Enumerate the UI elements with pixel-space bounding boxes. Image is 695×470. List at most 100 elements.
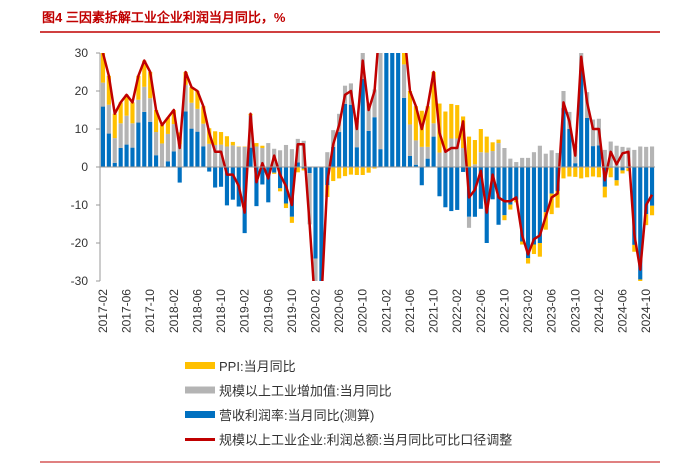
- x-tick-label: 2018-10: [214, 289, 228, 333]
- bar: [195, 109, 199, 132]
- bar: [650, 206, 654, 216]
- bar: [225, 136, 229, 146]
- bar: [467, 137, 471, 167]
- bar: [160, 143, 164, 167]
- bar: [189, 129, 193, 167]
- bar: [502, 148, 506, 167]
- bar: [213, 131, 217, 145]
- bar: [473, 140, 477, 164]
- bar: [154, 155, 158, 167]
- bar: [615, 180, 619, 185]
- bar: [396, 13, 400, 167]
- bar: [225, 146, 229, 167]
- bar: [491, 151, 495, 167]
- bar: [396, 0, 400, 13]
- x-tick-label: 2018-06: [190, 289, 204, 333]
- bar: [142, 87, 146, 112]
- bar: [414, 140, 418, 164]
- bar: [331, 167, 335, 181]
- bar: [585, 167, 589, 177]
- x-tick-label: 2023-02: [521, 289, 535, 333]
- bar: [308, 167, 312, 173]
- bar: [526, 258, 530, 263]
- bar: [437, 167, 441, 196]
- bar: [231, 167, 235, 200]
- bar: [573, 167, 577, 177]
- x-tick-label: 2021-06: [403, 289, 417, 333]
- bar: [620, 170, 624, 173]
- x-tick-label: 2019-02: [238, 289, 252, 333]
- bar: [254, 143, 258, 146]
- bar: [201, 146, 205, 167]
- bar: [337, 167, 341, 178]
- y-tick-label: -30: [71, 274, 89, 288]
- bar: [502, 215, 506, 220]
- bar: [603, 187, 607, 198]
- bar: [219, 167, 223, 187]
- bar: [119, 148, 123, 167]
- legend-label: 规模以上工业企业:利润总额:当月同比可比口径调整: [219, 433, 512, 448]
- bar: [526, 158, 530, 167]
- y-tick-label: -10: [71, 198, 89, 212]
- x-tick-label: 2021-10: [427, 289, 441, 333]
- bar: [154, 132, 158, 155]
- bar: [231, 145, 235, 167]
- x-tick-label: 2017-06: [120, 289, 134, 333]
- bar: [561, 167, 565, 178]
- bar: [437, 153, 441, 167]
- bar: [426, 159, 430, 167]
- bar: [313, 167, 317, 259]
- bar: [195, 132, 199, 167]
- bar: [520, 158, 524, 167]
- x-tick-label: 2024-10: [639, 289, 653, 333]
- bar: [573, 163, 577, 167]
- bar: [514, 162, 518, 167]
- bar: [125, 145, 129, 167]
- bar: [201, 124, 205, 147]
- bar: [449, 167, 453, 211]
- bar: [426, 147, 430, 159]
- bar: [213, 167, 217, 188]
- bar: [243, 147, 247, 167]
- bar: [526, 167, 530, 258]
- bar: [113, 114, 117, 138]
- bar: [408, 124, 412, 156]
- bar: [160, 125, 164, 144]
- bar: [130, 148, 134, 167]
- x-tick-label: 2020-06: [332, 289, 346, 333]
- bar: [290, 217, 294, 223]
- bar: [237, 147, 241, 167]
- legend-label: 规模以上工业增加值:当月同比: [219, 384, 392, 399]
- bar: [644, 147, 648, 167]
- bar: [544, 154, 548, 167]
- bar: [107, 134, 111, 167]
- x-tick-label: 2023-06: [545, 289, 559, 333]
- x-tick-label: 2021-02: [379, 289, 393, 333]
- x-tick-label: 2022-10: [497, 289, 511, 333]
- bar: [402, 64, 406, 97]
- y-tick-label: 30: [75, 46, 89, 60]
- x-tick-label: 2017-10: [143, 289, 157, 333]
- bar: [550, 150, 554, 167]
- bars: [101, 0, 654, 311]
- y-tick-label: -20: [71, 236, 89, 250]
- bar: [538, 146, 542, 167]
- bar: [231, 142, 235, 145]
- legend-swatch: [185, 411, 215, 418]
- bar: [461, 167, 465, 172]
- bar: [491, 142, 495, 151]
- bar: [615, 167, 619, 180]
- bar: [532, 152, 536, 167]
- bar: [272, 173, 276, 174]
- bar: [367, 167, 371, 173]
- x-tick-label: 2017-02: [96, 289, 110, 333]
- bar: [166, 161, 170, 167]
- x-tick-label: 2019-06: [261, 289, 275, 333]
- bar: [620, 167, 624, 170]
- bar: [591, 167, 595, 177]
- bar: [650, 146, 654, 167]
- bar: [101, 83, 105, 107]
- bar: [449, 139, 453, 168]
- bar: [632, 150, 636, 167]
